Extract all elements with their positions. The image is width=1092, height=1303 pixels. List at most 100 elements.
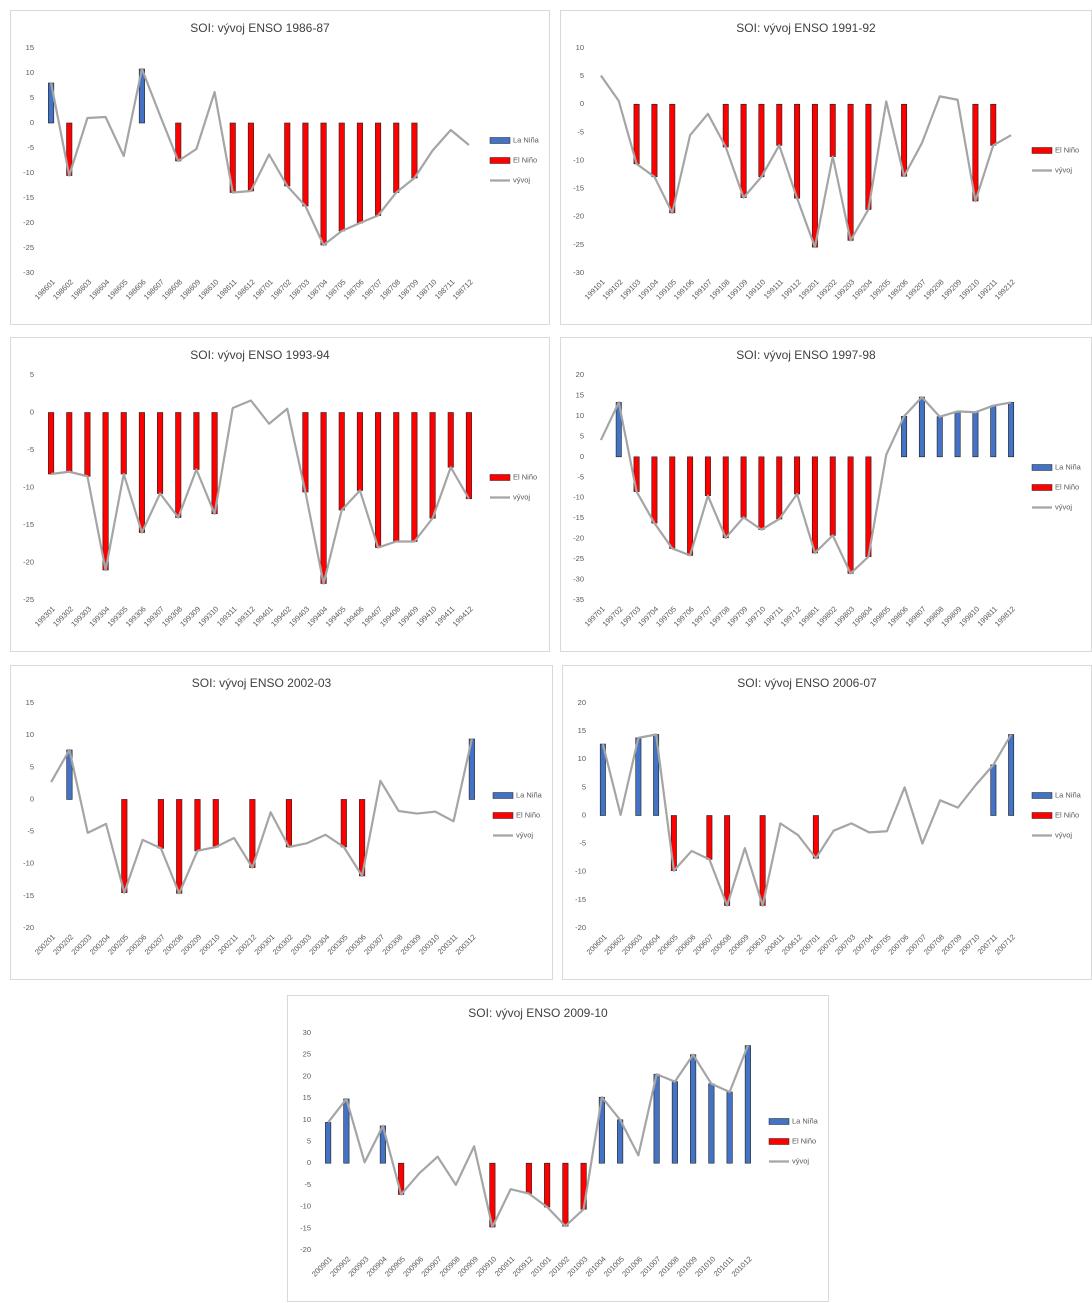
- panel-border: [562, 665, 1092, 980]
- bar: [375, 122, 382, 216]
- y-tick-label: 0: [580, 452, 584, 461]
- bar: [758, 103, 765, 178]
- bar: [726, 1091, 733, 1164]
- bar: [338, 122, 345, 232]
- y-tick-label: -10: [573, 155, 584, 164]
- bar: [340, 799, 347, 848]
- y-tick-label: 20: [576, 370, 584, 379]
- legend-label: La Niña: [1055, 462, 1082, 471]
- bar: [708, 1083, 715, 1164]
- bar: [120, 412, 127, 475]
- bar: [465, 412, 472, 500]
- y-tick-label: -20: [23, 218, 34, 227]
- y-tick-label: -5: [27, 143, 34, 152]
- bar: [829, 103, 836, 157]
- bar: [562, 1162, 569, 1227]
- bar: [525, 1162, 532, 1194]
- bar: [651, 103, 658, 178]
- y-tick-label: 20: [303, 1071, 311, 1080]
- bar: [1008, 734, 1015, 816]
- chart-panel: SOI: vývoj ENSO 1991-92 -30 -25 -20 -15 -10 -5…: [560, 10, 1092, 325]
- y-tick-label: -35: [573, 595, 584, 604]
- legend-swatch: [1031, 812, 1053, 819]
- y-tick-label: 0: [30, 118, 34, 127]
- y-tick-label: 5: [582, 782, 586, 791]
- bar: [193, 412, 200, 470]
- legend-label: vývoj: [1055, 502, 1072, 511]
- bar: [194, 799, 201, 852]
- bar: [66, 412, 73, 473]
- bar: [212, 799, 219, 848]
- chart-title: SOI: vývoj ENSO 2006-07: [737, 676, 877, 690]
- bar: [811, 456, 818, 554]
- bar: [544, 1162, 551, 1208]
- chart-panel: SOI: vývoj ENSO 2009-10 -20 -15 -10 -5 0 5 10 15…: [287, 995, 829, 1302]
- bar: [671, 1081, 678, 1164]
- bar: [972, 411, 979, 458]
- y-tick-label: -25: [23, 243, 34, 252]
- panel-border: [10, 10, 550, 325]
- y-tick-label: -20: [573, 534, 584, 543]
- bar: [175, 412, 182, 518]
- y-tick-label: 0: [30, 794, 34, 803]
- y-tick-label: 15: [303, 1093, 311, 1102]
- x-tick-label: 198712: [451, 277, 475, 301]
- y-tick-label: -5: [577, 127, 584, 136]
- y-tick-label: -20: [300, 1245, 311, 1254]
- bar: [918, 396, 925, 458]
- y-tick-label: -20: [573, 212, 584, 221]
- chart-panel: SOI: vývoj ENSO 2006-07 -20 -15 -10 -5 0 5 10 15…: [562, 665, 1092, 980]
- panel-border: [10, 337, 550, 652]
- bar: [356, 412, 363, 491]
- bar: [990, 764, 997, 816]
- chart-panel: SOI: vývoj ENSO 1986-87 -30 -25 -20 -15 -10 -5…: [10, 10, 550, 325]
- y-tick-label: -15: [23, 520, 34, 529]
- bar: [411, 412, 418, 542]
- bar: [990, 103, 997, 146]
- bar: [740, 103, 747, 198]
- y-tick-label: 30: [303, 1028, 311, 1037]
- legend-swatch: [768, 1138, 790, 1145]
- y-tick-label: 15: [26, 43, 34, 52]
- bar: [776, 103, 783, 146]
- bar: [247, 122, 254, 192]
- y-tick-label: -15: [23, 891, 34, 900]
- bar: [249, 799, 256, 868]
- bar: [740, 456, 747, 518]
- y-tick-label: 15: [576, 390, 584, 399]
- bar: [302, 122, 309, 207]
- bar: [936, 416, 943, 458]
- y-tick-label: 20: [578, 698, 586, 707]
- y-tick-label: -30: [23, 268, 34, 277]
- y-tick-label: 0: [30, 407, 34, 416]
- x-tick-label: 199812: [993, 604, 1017, 628]
- y-tick-label: -30: [573, 268, 584, 277]
- y-tick-label: -20: [575, 923, 586, 932]
- bar: [429, 412, 436, 519]
- line-series: [50, 399, 470, 585]
- bar: [320, 412, 327, 584]
- bar: [356, 122, 363, 224]
- legend-label: vývoj: [1055, 165, 1072, 174]
- y-tick-label: -5: [579, 839, 586, 848]
- y-tick-label: -10: [573, 493, 584, 502]
- bar: [84, 412, 91, 477]
- bar: [325, 1122, 332, 1164]
- legend-label: El Niño: [516, 810, 540, 819]
- bar: [847, 103, 854, 241]
- y-tick-label: -5: [27, 445, 34, 454]
- bar: [954, 411, 961, 458]
- bar: [285, 799, 292, 848]
- bar: [829, 456, 836, 536]
- line-series: [50, 67, 470, 247]
- y-tick-label: -15: [23, 193, 34, 202]
- panel-border: [560, 337, 1092, 652]
- chart-panel: SOI: vývoj ENSO 1993-94 -25 -20 -15 -10 -5 0 5 1…: [10, 337, 550, 652]
- chart-title: SOI: vývoj ENSO 1991-92: [736, 21, 876, 35]
- legend-label: vývoj: [516, 830, 533, 839]
- legend-label: vývoj: [1055, 830, 1072, 839]
- legend-label: La Niña: [513, 135, 540, 144]
- y-tick-label: 10: [303, 1115, 311, 1124]
- y-tick-label: -15: [573, 184, 584, 193]
- x-tick-label: 200312: [454, 932, 478, 956]
